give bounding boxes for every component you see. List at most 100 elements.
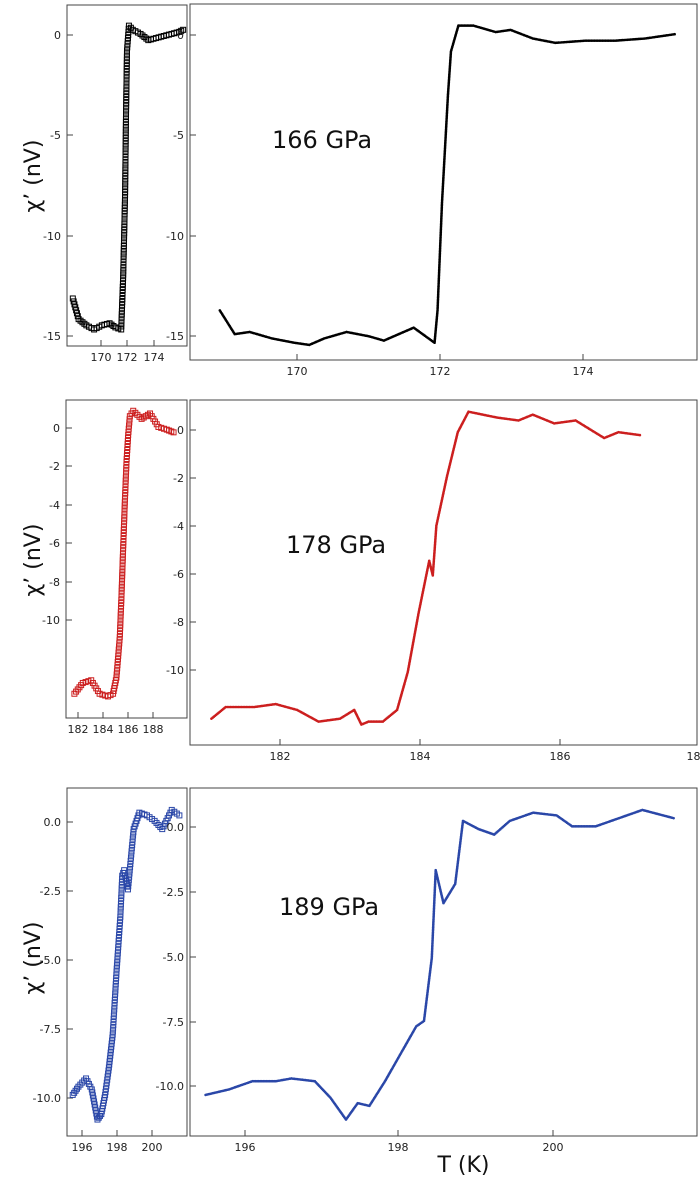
data-point <box>118 891 125 898</box>
data-point <box>120 533 127 540</box>
data-point <box>117 913 124 920</box>
y-tick-label: -10.0 <box>33 1092 61 1105</box>
y-tick-label: -2 <box>173 472 184 485</box>
data-point <box>102 1091 109 1098</box>
y-tick-label: -6 <box>49 537 60 550</box>
data-point <box>122 493 129 500</box>
data-point <box>114 662 121 669</box>
data-point <box>115 938 122 945</box>
data-point <box>121 227 128 234</box>
x-tick-label: 182 <box>270 750 291 763</box>
data-point <box>119 575 126 582</box>
data-point <box>121 217 128 224</box>
x-tick-label: 174 <box>144 351 165 364</box>
data-point <box>121 230 128 237</box>
data-point <box>116 643 123 650</box>
data-point <box>118 308 125 315</box>
data-point <box>120 246 127 253</box>
data-point <box>125 31 132 38</box>
data-point <box>120 526 127 533</box>
data-point <box>117 904 124 911</box>
data-point <box>129 835 136 842</box>
data-point <box>120 268 127 275</box>
data-point <box>122 486 129 493</box>
data-point <box>122 115 129 122</box>
data-point <box>127 857 134 864</box>
data-point <box>121 198 128 205</box>
data-point <box>91 1098 98 1105</box>
data-point <box>112 984 119 991</box>
data-point <box>122 163 129 170</box>
data-point <box>110 1012 117 1019</box>
data-point <box>118 897 125 904</box>
y-tick-label: -10 <box>166 664 184 677</box>
data-point <box>122 179 129 186</box>
data-point <box>115 649 122 656</box>
data-point <box>123 87 130 94</box>
data-point <box>122 471 129 478</box>
data-point <box>114 659 121 666</box>
data-point <box>118 603 125 610</box>
y-tick-label: -15 <box>166 330 184 343</box>
data-point <box>123 75 130 82</box>
data-point <box>122 128 129 135</box>
data-point <box>128 848 135 855</box>
data-point <box>118 894 125 901</box>
data-point <box>120 243 127 250</box>
data-point <box>123 81 130 88</box>
data-point <box>120 274 127 281</box>
data-point <box>122 185 129 192</box>
data-point <box>119 283 126 290</box>
data-point <box>104 1073 111 1080</box>
data-point <box>128 851 135 858</box>
panel-row0-inset: 170 172 174 0 -5 -10 -15 χ’ (nV) <box>21 4 188 364</box>
x-tick-label: 196 <box>235 1141 256 1154</box>
plot-frame <box>65 399 188 719</box>
data-point <box>110 1022 117 1029</box>
data-point <box>121 204 128 211</box>
data-point <box>113 671 120 678</box>
data-point <box>119 551 126 558</box>
data-point <box>141 34 148 41</box>
data-point <box>127 864 134 871</box>
data-point <box>112 993 118 1000</box>
data-point <box>117 618 124 625</box>
data-point <box>122 192 129 199</box>
y-tick-label: -2.5 <box>40 885 61 898</box>
x-tick-label: 184 <box>410 750 431 763</box>
data-point <box>121 499 128 506</box>
data-point <box>126 870 133 877</box>
y-tick-label: -7.5 <box>40 1023 61 1036</box>
data-point <box>118 593 125 600</box>
data-point <box>122 157 129 164</box>
data-point <box>118 590 125 597</box>
data-point <box>121 201 128 208</box>
data-point <box>126 422 133 429</box>
data-point <box>137 30 144 37</box>
data-point <box>111 1006 118 1013</box>
panel-row2-inset: 196 198 200 0.0 -2.5 -5.0 -7.5 -10.0 χ’ (nV) <box>21 787 188 1154</box>
data-point <box>638 433 642 437</box>
y-tick-label: -10 <box>42 614 60 627</box>
x-tick-label: 188 <box>687 750 700 763</box>
data-point <box>119 566 126 573</box>
data-point <box>116 922 123 929</box>
data-point <box>105 1070 112 1077</box>
data-point <box>115 944 122 951</box>
data-point <box>124 41 131 48</box>
data-point <box>112 990 119 997</box>
data-point <box>120 249 127 256</box>
data-point <box>123 66 130 73</box>
data-point <box>122 144 129 151</box>
x-axis-label: T (K) <box>436 1153 489 1178</box>
data-point <box>125 432 132 439</box>
data-point <box>129 841 136 848</box>
y-axis-label: χ’ (nV) <box>21 140 46 213</box>
data-point <box>125 876 132 883</box>
x-tick-label: 172 <box>430 365 451 378</box>
y-tick-label: 0 <box>54 29 61 42</box>
y-tick-label: -5 <box>50 129 61 142</box>
data-point <box>121 496 128 503</box>
data-point <box>125 428 132 435</box>
